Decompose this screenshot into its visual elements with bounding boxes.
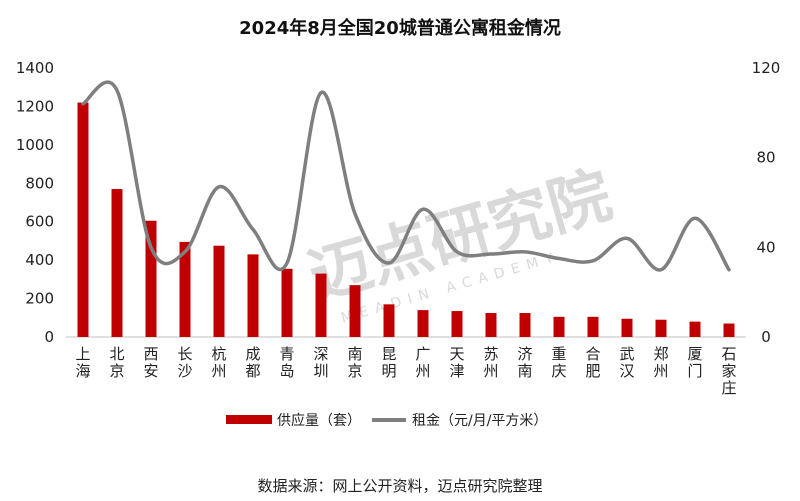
left-axis-tick: 0: [44, 328, 54, 346]
supply-bar: [213, 245, 225, 337]
supply-bar: [111, 189, 123, 337]
supply-bar: [587, 316, 599, 337]
category-label: 西安: [143, 345, 158, 380]
rent-line-group: [81, 80, 731, 272]
category-label: 青岛: [279, 345, 294, 380]
supply-bar: [349, 285, 361, 337]
supply-bar: [417, 310, 429, 337]
supply-bar: [451, 311, 463, 337]
legend-bar-label: 供应量（套）: [277, 412, 361, 429]
right-axis: 0 40 80 120: [752, 59, 781, 346]
category-label: 合肥: [585, 345, 600, 380]
source-note: 数据来源：网上公开资料，迈点研究院整理: [257, 477, 542, 495]
supply-bar: [553, 316, 565, 337]
category-label: 重庆: [551, 345, 566, 380]
category-label: 济南: [517, 345, 532, 380]
category-label: 北京: [109, 345, 124, 380]
category-label: 武汉: [619, 345, 634, 380]
left-axis-tick: 400: [25, 251, 54, 269]
supply-bar: [485, 312, 497, 337]
right-axis-tick: 0: [761, 328, 771, 346]
supply-bar: [77, 102, 89, 337]
category-labels: 上海北京西安长沙杭州成都青岛深圳南京昆明广州天津苏州济南重庆合肥武汉郑州厦门石家…: [75, 345, 736, 397]
category-label: 天津: [449, 345, 464, 380]
left-axis: 0 200 400 600 800 1000 1200 1400: [16, 59, 54, 346]
right-axis-tick: 80: [756, 149, 775, 167]
left-axis-tick: 1400: [16, 59, 54, 77]
right-axis-tick: 40: [756, 238, 775, 256]
bars: [77, 102, 735, 337]
category-label: 郑州: [653, 345, 668, 380]
legend-bar-swatch: [226, 415, 272, 424]
supply-bar: [281, 268, 293, 337]
supply-bar: [179, 241, 191, 337]
left-axis-tick: 1000: [16, 136, 54, 154]
category-label: 深圳: [313, 345, 328, 380]
supply-bar: [689, 321, 701, 337]
category-label: 苏州: [483, 345, 498, 380]
category-label: 上海: [75, 345, 90, 380]
supply-bar: [315, 273, 327, 337]
right-axis-tick: 120: [752, 59, 781, 77]
left-axis-tick: 1200: [16, 97, 54, 115]
supply-bar: [383, 304, 395, 337]
category-label: 成都: [245, 345, 260, 380]
left-axis-tick: 200: [25, 290, 54, 308]
legend-line-label: 租金（元/月/平方米）: [412, 413, 547, 429]
category-label: 昆明: [381, 345, 396, 380]
left-axis-tick: 600: [25, 213, 54, 231]
category-label: 石家庄: [721, 345, 736, 397]
supply-bar: [247, 254, 259, 337]
category-label: 杭州: [211, 345, 226, 380]
chart-title: 2024年8月全国20城普通公寓租金情况: [239, 17, 561, 39]
supply-bar: [621, 318, 633, 337]
supply-bar: [723, 323, 735, 337]
supply-bar: [519, 312, 531, 337]
rent-line: [81, 80, 731, 272]
category-label: 广州: [415, 345, 430, 380]
category-label: 厦门: [687, 345, 702, 380]
left-axis-tick: 800: [25, 174, 54, 192]
supply-bar: [145, 220, 157, 337]
category-label: 长沙: [177, 345, 192, 380]
supply-bar: [655, 319, 667, 337]
category-label: 南京: [347, 345, 362, 380]
legend: 供应量（套） 租金（元/月/平方米）: [226, 412, 547, 429]
